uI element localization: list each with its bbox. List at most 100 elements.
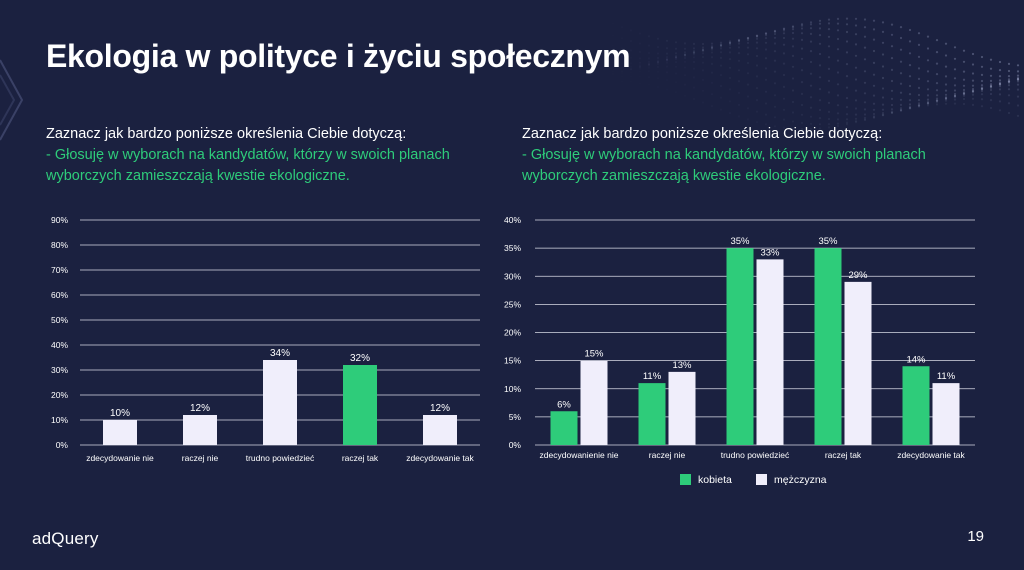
- decoration-dot: [944, 54, 948, 57]
- decoration-dot: [782, 43, 786, 46]
- decoration-dot: [728, 40, 732, 43]
- decoration-dot: [953, 84, 957, 87]
- decoration-dot: [746, 95, 750, 98]
- decoration-dot: [962, 60, 966, 63]
- decoration-dot: [962, 102, 966, 106]
- decoration-dot: [989, 74, 993, 77]
- decoration-dot: [648, 67, 650, 69]
- decoration-dot: [674, 56, 678, 59]
- decoration-dot: [737, 40, 741, 43]
- x-tick-label: raczej tak: [825, 450, 862, 460]
- decoration-dot: [935, 51, 939, 54]
- bar: [103, 420, 137, 445]
- decoration-dot: [603, 80, 605, 82]
- decoration-dot: [989, 67, 993, 70]
- decoration-dot: [684, 95, 686, 97]
- decoration-dot: [872, 116, 876, 119]
- decoration-dot: [701, 48, 705, 51]
- decoration-dot: [630, 29, 632, 31]
- decoration-dot: [899, 60, 903, 63]
- decoration-dot: [908, 75, 912, 78]
- decoration-dot: [674, 54, 678, 57]
- decoration-dot: [737, 103, 741, 106]
- decoration-dot: [692, 47, 696, 50]
- decoration-dot: [953, 92, 957, 95]
- decoration-dot: [1016, 78, 1020, 81]
- decoration-dot: [701, 69, 705, 72]
- data-label: 35%: [818, 236, 838, 247]
- decoration-dot: [791, 31, 795, 35]
- decoration-dot: [701, 49, 705, 52]
- decoration-dot: [935, 103, 939, 106]
- decoration-dot: [818, 108, 822, 112]
- decoration-dot: [854, 33, 858, 36]
- decoration-dot: [791, 120, 795, 123]
- decoration-dot: [890, 108, 894, 111]
- decoration-dot: [854, 54, 858, 57]
- legend-swatch: [756, 474, 767, 485]
- decoration-dot: [881, 108, 885, 111]
- data-label: 32%: [350, 353, 370, 364]
- decoration-dot: [701, 42, 705, 46]
- decoration-dot: [674, 56, 678, 59]
- decoration-dot: [755, 64, 759, 67]
- decoration-dot: [746, 118, 750, 121]
- decoration-dot: [953, 89, 957, 92]
- decoration-dot: [701, 55, 705, 59]
- decoration-dot: [890, 110, 894, 113]
- decoration-dot: [836, 112, 840, 115]
- decoration-dot: [683, 54, 687, 58]
- decoration-dot: [971, 52, 975, 56]
- decoration-dot: [989, 99, 993, 102]
- decoration-dot: [881, 114, 885, 117]
- decoration-dot: [872, 102, 876, 105]
- decoration-dot: [998, 60, 1002, 64]
- decoration-dot: [737, 42, 741, 45]
- decoration-dot: [944, 83, 948, 86]
- decoration-dot: [836, 48, 840, 51]
- decoration-dot: [926, 100, 930, 104]
- decoration-dot: [845, 40, 849, 43]
- x-tick-label: zdecydowanie tak: [897, 450, 965, 460]
- decoration-dot: [603, 19, 605, 21]
- decoration-dot: [621, 26, 623, 28]
- decoration-dot: [827, 67, 831, 70]
- decoration-dot: [863, 46, 867, 49]
- decoration-dot: [603, 77, 605, 79]
- decoration-dot: [800, 69, 804, 72]
- decoration-dot: [764, 123, 768, 126]
- decoration-dot: [998, 79, 1002, 82]
- decoration-dot: [980, 89, 984, 93]
- decoration-dot: [711, 105, 713, 107]
- decoration-dot: [639, 57, 641, 59]
- decoration-dot: [854, 120, 858, 123]
- decoration-dot: [899, 98, 903, 101]
- decoration-dot: [791, 28, 795, 31]
- decoration-dot: [890, 33, 894, 36]
- decoration-dot: [791, 77, 795, 80]
- decoration-dot: [647, 51, 651, 55]
- decoration-dot: [818, 88, 822, 91]
- decoration-dot: [728, 51, 732, 54]
- decoration-dot: [657, 66, 659, 68]
- decoration-dot: [845, 86, 849, 89]
- decoration-dot: [683, 66, 687, 69]
- decoration-dot: [935, 73, 939, 76]
- decoration-dot: [675, 91, 677, 93]
- decoration-dot: [998, 109, 1002, 112]
- data-label: 34%: [270, 348, 290, 359]
- decoration-dot: [612, 80, 614, 82]
- decoration-dot: [845, 118, 849, 121]
- decoration-dot: [603, 31, 605, 33]
- decoration-dot: [621, 80, 623, 82]
- decoration-dot: [683, 54, 687, 57]
- decoration-dot: [728, 42, 732, 45]
- decoration-dot: [746, 37, 750, 40]
- decoration-dot: [719, 56, 723, 60]
- decoration-dot: [728, 41, 732, 45]
- decoration-dot: [854, 43, 858, 46]
- decoration-dot: [935, 89, 939, 92]
- decoration-dot: [881, 103, 885, 106]
- decoration-dot: [962, 78, 966, 81]
- decoration-dot: [675, 81, 677, 83]
